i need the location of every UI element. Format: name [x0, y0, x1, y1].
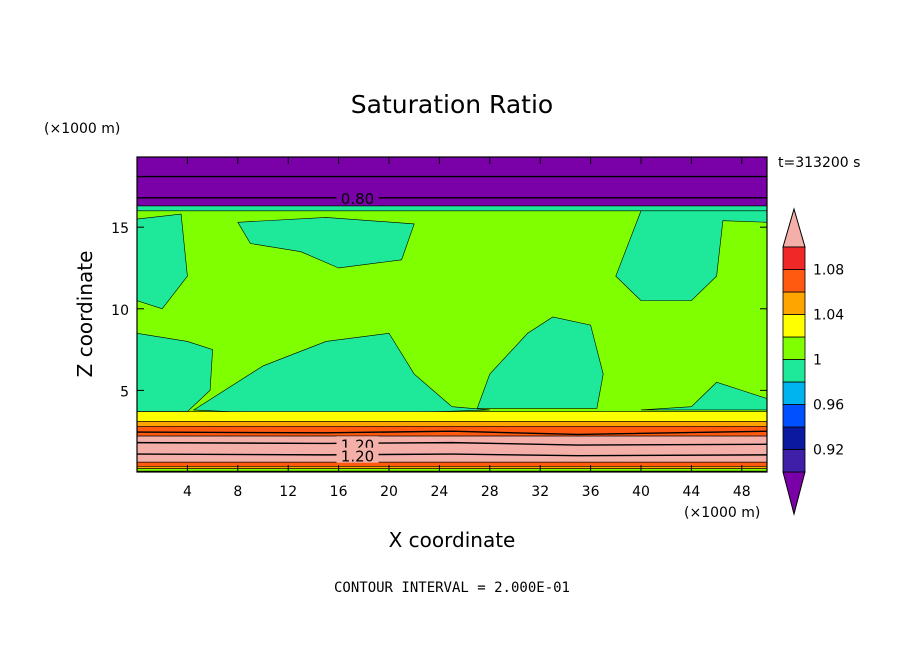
- colorbar-swatch: [782, 381, 806, 405]
- colorbar-swatch: [782, 404, 806, 428]
- contour-label-bg: [336, 189, 379, 205]
- colorbar-swatch: [782, 426, 806, 450]
- colorbar-swatch: [782, 291, 806, 315]
- colorbar-swatch: [782, 449, 806, 473]
- x-tick-label: 20: [380, 484, 398, 500]
- x-tick-label: 12: [279, 484, 297, 500]
- contour-line: [136, 430, 768, 436]
- colorbar-swatch: [782, 314, 806, 338]
- x-tick-label: 4: [183, 484, 192, 500]
- region-boundary-orange: [136, 421, 768, 427]
- y-tick-label: 5: [120, 384, 129, 400]
- region-boundary-pink: [136, 435, 768, 463]
- y-axis-label: Z coordinate: [73, 251, 97, 378]
- region-tropopause-band: [136, 205, 768, 212]
- contour-line: [136, 453, 768, 457]
- x-tick-label: 40: [632, 484, 650, 500]
- colorbar-tick-label: 1: [813, 353, 822, 369]
- x-axis-label: X coordinate: [389, 528, 516, 552]
- colorbar-swatch: [782, 359, 806, 383]
- contour-interval-footer: CONTOUR INTERVAL = 2.000E-01: [334, 580, 570, 596]
- colorbar-tick-label: 0.92: [813, 443, 844, 459]
- colorbar-under-arrow: [782, 471, 806, 516]
- region-central-dry-lobe: [476, 316, 604, 409]
- x-tick-label: 48: [733, 484, 751, 500]
- time-label: t=313200 s: [778, 155, 860, 171]
- colorbar-tick-label: 0.96: [813, 398, 844, 414]
- contour-label-bg: [336, 447, 379, 463]
- x-unit-label: (×1000 m): [684, 505, 760, 521]
- x-tick-label: 36: [582, 484, 600, 500]
- colorbar-tick-label: 1.04: [813, 308, 844, 324]
- colorbar-legend: 0.92 0.96 1 1.04 1.08: [782, 207, 844, 516]
- y-tick-label: 15: [111, 221, 129, 237]
- contour-layer: 0.801.201.20: [136, 175, 768, 466]
- region-boundary-yellow: [136, 411, 768, 422]
- colorbar-swatch: [782, 336, 806, 360]
- contour-line: [136, 441, 768, 446]
- x-tick-label: 8: [233, 484, 242, 500]
- region-surface-red: [136, 461, 768, 467]
- x-tick-label: 24: [430, 484, 448, 500]
- colorbar-swatch: [782, 269, 806, 293]
- region-upper-moist-patch: [237, 217, 415, 269]
- region-upper-stratosphere: [136, 156, 768, 207]
- colorbar-swatch: [782, 246, 806, 270]
- chart-title: Saturation Ratio: [351, 90, 553, 119]
- x-tick-label: 32: [531, 484, 549, 500]
- x-tick-label: 16: [330, 484, 348, 500]
- contour-label-bg: [336, 436, 379, 452]
- colorbar-over-arrow: [782, 207, 806, 248]
- y-tick-label: 10: [111, 303, 129, 319]
- plot-area: [136, 156, 768, 473]
- region-surface-orange: [136, 465, 768, 470]
- contour-label: 0.80: [341, 190, 374, 208]
- x-tick-label: 28: [481, 484, 499, 500]
- colorbar-tick-label: 1.08: [813, 263, 844, 279]
- x-tick-label: 44: [682, 484, 700, 500]
- contour-label: 1.20: [341, 448, 374, 466]
- region-surface-green: [136, 468, 768, 472]
- y-unit-label: (×1000 m): [44, 121, 120, 137]
- plot-frame: [136, 156, 768, 473]
